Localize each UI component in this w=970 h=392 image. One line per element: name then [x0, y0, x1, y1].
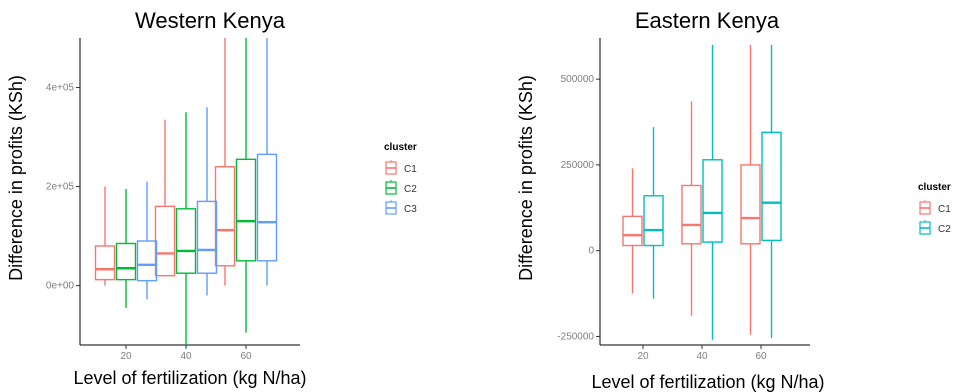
x-tick-label: 20 — [120, 351, 132, 362]
y-axis-title: Difference in profits (KSh) — [6, 75, 26, 281]
y-tick-label: 0 — [588, 246, 594, 257]
box-body — [175, 208, 197, 274]
chart-title: Western Kenya — [135, 8, 286, 33]
legend-label: C2 — [938, 224, 951, 235]
legend-key-C1: C1 — [385, 160, 417, 175]
legend-key-C3: C3 — [385, 200, 417, 215]
box-C2-60 — [235, 38, 257, 333]
legend-key-C2: C2 — [385, 180, 417, 195]
box-body — [94, 245, 116, 281]
y-tick-label: -250000 — [557, 331, 594, 342]
x-tick-label: 40 — [696, 351, 708, 362]
legend-label: C2 — [404, 184, 417, 195]
box-body — [622, 215, 643, 247]
legend-label: C1 — [404, 164, 417, 175]
y-tick-label: 250000 — [561, 160, 595, 171]
box-C2-40 — [702, 44, 723, 340]
box-C1-60 — [740, 44, 761, 335]
box-C2-20 — [643, 127, 664, 299]
box-C1-20 — [622, 168, 643, 294]
y-tick-label: 0e+00 — [46, 281, 75, 292]
x-axis-title: Level of fertilization (kg N/ha) — [591, 372, 824, 392]
legend-title: cluster — [918, 182, 951, 193]
chart-title: Eastern Kenya — [635, 8, 780, 33]
y-tick-label: 500000 — [561, 74, 595, 85]
legend-title: cluster — [384, 142, 417, 153]
y-tick-label: 4e+05 — [46, 83, 75, 94]
box-C1-40 — [154, 119, 176, 277]
y-tick-label: 2e+05 — [46, 182, 75, 193]
legend-key-C2: C2 — [919, 220, 951, 235]
panel-western-kenya: Western Kenya Difference in profits (KSh)… — [6, 8, 417, 388]
box-body — [761, 131, 782, 242]
box-body — [702, 159, 723, 243]
box-C1-40 — [681, 101, 702, 316]
box-body — [740, 164, 761, 245]
x-tick-label: 60 — [240, 351, 252, 362]
x-tick-label: 40 — [180, 351, 192, 362]
box-C2-40 — [175, 112, 197, 345]
legend-key-C1: C1 — [919, 200, 951, 215]
x-tick-label: 60 — [755, 351, 767, 362]
box-C3-20 — [136, 181, 158, 300]
legend: cluster C1 C2 C3 — [384, 142, 417, 215]
x-tick-label: 20 — [637, 351, 649, 362]
box-body — [115, 242, 137, 281]
box-body — [196, 200, 218, 274]
box-C2-20 — [115, 189, 137, 308]
box-body — [681, 184, 702, 245]
box-body — [136, 240, 158, 282]
box-C3-60 — [256, 38, 278, 286]
y-axis-title: Difference in profits (KSh) — [516, 75, 536, 281]
legend-label: C1 — [938, 204, 951, 215]
box-C3-40 — [196, 107, 218, 296]
box-C2-60 — [761, 44, 782, 339]
legend: cluster C1 C2 — [918, 182, 951, 235]
x-axis-title: Level of fertilization (kg N/ha) — [73, 368, 306, 388]
box-body — [643, 195, 664, 247]
panel-eastern-kenya: Eastern Kenya Difference in profits (KSh)… — [516, 8, 951, 392]
box-body — [256, 153, 278, 262]
box-C1-20 — [94, 186, 116, 286]
box-C1-60 — [214, 38, 236, 286]
box-body — [235, 158, 257, 262]
box-body — [154, 205, 176, 277]
box-body — [214, 166, 236, 267]
legend-label: C3 — [404, 204, 417, 215]
